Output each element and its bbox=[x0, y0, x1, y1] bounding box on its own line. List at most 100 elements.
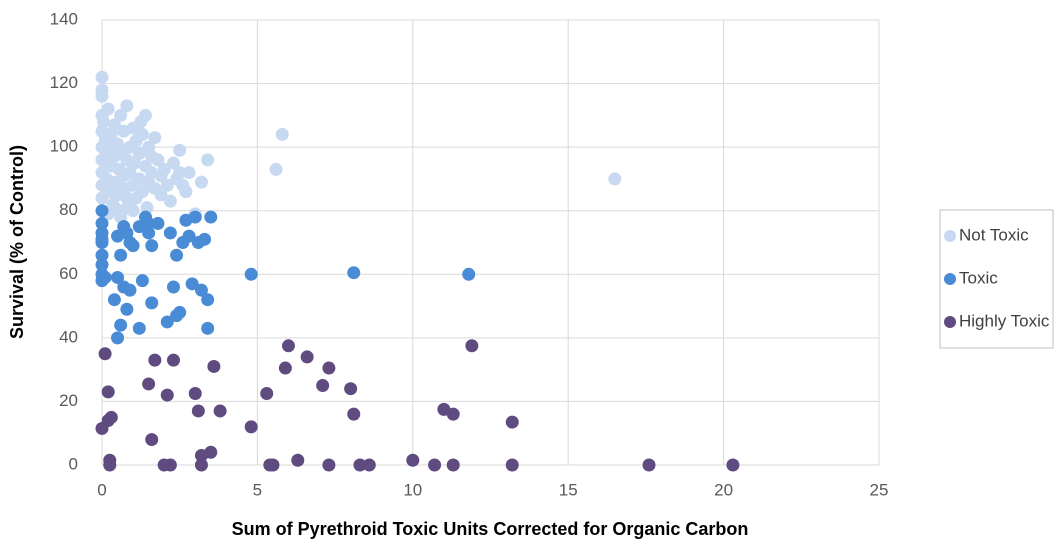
point bbox=[114, 108, 128, 122]
point bbox=[185, 277, 199, 291]
point bbox=[179, 185, 193, 199]
point bbox=[465, 339, 479, 353]
point bbox=[362, 458, 376, 472]
point bbox=[132, 321, 146, 335]
point bbox=[166, 280, 180, 294]
point bbox=[120, 191, 134, 205]
point bbox=[95, 236, 109, 249]
point bbox=[151, 153, 165, 167]
point bbox=[204, 210, 218, 224]
point bbox=[505, 415, 519, 429]
y-tick-label: 80 bbox=[59, 200, 78, 219]
point bbox=[194, 175, 208, 189]
point bbox=[97, 115, 111, 129]
point bbox=[107, 293, 121, 307]
point bbox=[151, 216, 165, 230]
y-tick-label: 100 bbox=[50, 137, 78, 156]
y-tick-label: 20 bbox=[59, 391, 78, 410]
point bbox=[260, 386, 274, 400]
point bbox=[135, 127, 149, 141]
point bbox=[104, 410, 118, 424]
point bbox=[126, 204, 140, 218]
point bbox=[201, 153, 215, 167]
legend-marker bbox=[944, 316, 956, 328]
point bbox=[406, 453, 420, 467]
point bbox=[275, 127, 289, 141]
x-tick-label: 25 bbox=[870, 480, 889, 499]
point bbox=[140, 201, 154, 215]
point bbox=[157, 162, 171, 176]
point bbox=[191, 404, 205, 418]
point bbox=[642, 458, 656, 472]
point bbox=[163, 458, 177, 472]
point bbox=[347, 266, 361, 280]
point bbox=[322, 361, 336, 375]
point bbox=[353, 458, 367, 472]
point bbox=[266, 458, 280, 472]
point bbox=[142, 226, 156, 240]
point bbox=[98, 347, 112, 361]
point bbox=[166, 156, 180, 170]
point bbox=[446, 458, 460, 472]
y-tick-label: 140 bbox=[50, 9, 78, 28]
legend-marker bbox=[944, 230, 956, 242]
point bbox=[111, 331, 125, 345]
point bbox=[95, 89, 109, 103]
point bbox=[103, 458, 117, 472]
point bbox=[126, 239, 140, 253]
y-tick-label: 60 bbox=[59, 264, 78, 283]
point bbox=[148, 131, 162, 145]
point bbox=[269, 162, 283, 176]
point bbox=[95, 248, 109, 262]
point bbox=[446, 407, 460, 421]
point bbox=[244, 420, 258, 434]
x-tick-label: 0 bbox=[97, 480, 106, 499]
point bbox=[608, 172, 622, 186]
legend-label: Not Toxic bbox=[959, 225, 1029, 244]
point bbox=[173, 305, 187, 319]
point bbox=[347, 407, 361, 421]
point bbox=[154, 188, 168, 202]
legend-box bbox=[939, 209, 1054, 349]
grid: 0 20 40 60 80 100 120 140 0 5 10 15 20 25 bbox=[50, 9, 889, 499]
point bbox=[198, 232, 212, 246]
y-axis-title: Survival (% of Control) bbox=[7, 145, 27, 339]
point bbox=[107, 201, 121, 215]
point bbox=[139, 108, 153, 122]
point bbox=[462, 267, 476, 281]
point bbox=[166, 353, 180, 367]
point bbox=[163, 226, 177, 240]
point bbox=[148, 353, 162, 367]
legend-label: Highly Toxic bbox=[959, 311, 1050, 330]
point bbox=[182, 166, 196, 180]
point bbox=[123, 283, 137, 297]
point bbox=[300, 350, 314, 364]
point bbox=[95, 204, 109, 218]
point bbox=[101, 385, 115, 399]
point bbox=[188, 386, 202, 400]
point bbox=[160, 178, 174, 192]
point bbox=[145, 239, 159, 253]
x-tick-label: 20 bbox=[714, 480, 733, 499]
point bbox=[114, 318, 128, 332]
point bbox=[322, 458, 336, 472]
x-tick-label: 15 bbox=[559, 480, 578, 499]
point bbox=[142, 377, 156, 391]
point bbox=[95, 216, 109, 230]
point bbox=[344, 382, 358, 396]
point bbox=[244, 267, 258, 281]
points bbox=[95, 70, 740, 472]
legend-label: Toxic bbox=[959, 268, 998, 287]
point bbox=[111, 229, 125, 243]
point bbox=[101, 102, 115, 116]
point bbox=[182, 229, 196, 243]
point bbox=[207, 359, 221, 373]
point bbox=[120, 99, 134, 113]
point bbox=[170, 248, 184, 262]
point bbox=[726, 458, 740, 472]
point bbox=[95, 70, 109, 84]
point bbox=[201, 321, 215, 335]
legend: Not Toxic Toxic Highly Toxic bbox=[944, 225, 1050, 330]
point bbox=[505, 458, 519, 472]
